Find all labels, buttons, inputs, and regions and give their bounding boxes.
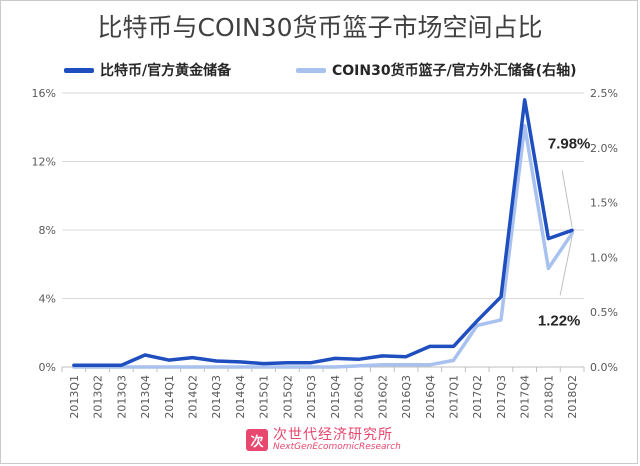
x-axis-tick-label: 2018Q2 xyxy=(566,375,579,419)
x-axis-tick-label: 2014Q3 xyxy=(210,375,223,419)
watermark: 次 次世代经济研究所 NextGenEcomomicResearch xyxy=(246,428,401,452)
x-axis-tick-label: 2013Q3 xyxy=(115,375,128,419)
right-axis-tick-label: 0.0% xyxy=(590,361,618,374)
x-axis-tick-label: 2014Q1 xyxy=(163,375,176,419)
right-axis-tick-label: 1.5% xyxy=(590,197,618,210)
x-axis-tick-label: 2015Q3 xyxy=(305,375,318,419)
x-axis-tick-label: 2015Q4 xyxy=(329,375,342,419)
x-axis-tick-label: 2013Q1 xyxy=(68,375,81,419)
x-axis-tick-label: 2015Q2 xyxy=(281,375,294,419)
left-axis-tick-label: 4% xyxy=(39,293,56,306)
annotation-leader xyxy=(561,170,573,228)
legend-swatch-series-2 xyxy=(296,67,326,73)
x-axis-tick-label: 2013Q2 xyxy=(92,375,105,419)
annotation-leader xyxy=(559,236,573,296)
x-axis-tick-label: 2017Q4 xyxy=(519,375,532,419)
x-axis-tick-label: 2018Q1 xyxy=(542,375,555,419)
legend-item-series-2: COIN30货币篮子/官方外汇储备(右轴) xyxy=(296,60,577,80)
annotation-label: 7.98% xyxy=(548,135,591,152)
right-axis-tick-label: 1.0% xyxy=(590,251,618,264)
legend-label-series-1: 比特币/官方黄金储备 xyxy=(100,63,232,79)
x-axis-tick-label: 2017Q2 xyxy=(471,375,484,419)
x-axis-tick-label: 2016Q2 xyxy=(376,375,389,419)
x-axis-tick-label: 2014Q4 xyxy=(234,375,247,419)
series-line-1 xyxy=(72,98,574,368)
legend: 比特币/官方黄金储备 COIN30货币篮子/官方外汇储备(右轴) xyxy=(0,60,640,84)
watermark-sub-text: NextGenEcomomicResearch xyxy=(273,441,401,452)
x-axis-tick-label: 2015Q1 xyxy=(258,375,271,419)
series-line-2 xyxy=(72,124,574,369)
legend-item-series-1: 比特币/官方黄金储备 xyxy=(64,60,231,80)
left-axis-tick-label: 8% xyxy=(39,224,56,237)
x-axis-tick-label: 2016Q3 xyxy=(400,375,413,419)
legend-swatch-series-1 xyxy=(64,67,94,73)
x-axis-tick-label: 2016Q1 xyxy=(353,375,366,419)
watermark-logo-icon: 次 xyxy=(246,429,268,452)
legend-label-series-2: COIN30货币篮子/官方外汇储备(右轴) xyxy=(332,63,577,79)
x-axis-tick-label: 2016Q4 xyxy=(424,375,437,419)
right-axis-tick-label: 0.5% xyxy=(590,306,618,319)
chart-title: 比特币与COIN30货币篮子市场空间占比 xyxy=(97,13,543,42)
watermark-main-text: 次世代经济研究所 xyxy=(273,427,393,443)
left-axis-tick-label: 16% xyxy=(32,87,56,100)
right-axis-tick-label: 2.0% xyxy=(590,142,618,155)
x-axis-tick-label: 2017Q3 xyxy=(495,375,508,419)
left-axis-tick-label: 0% xyxy=(39,361,56,374)
x-axis-tick-label: 2014Q2 xyxy=(187,375,200,419)
right-axis-tick-label: 2.5% xyxy=(590,87,618,100)
x-axis-tick-label: 2017Q1 xyxy=(448,375,461,419)
annotation-label: 1.22% xyxy=(538,312,581,329)
left-axis-tick-label: 12% xyxy=(32,156,56,169)
x-axis-tick-label: 2013Q4 xyxy=(139,375,152,419)
